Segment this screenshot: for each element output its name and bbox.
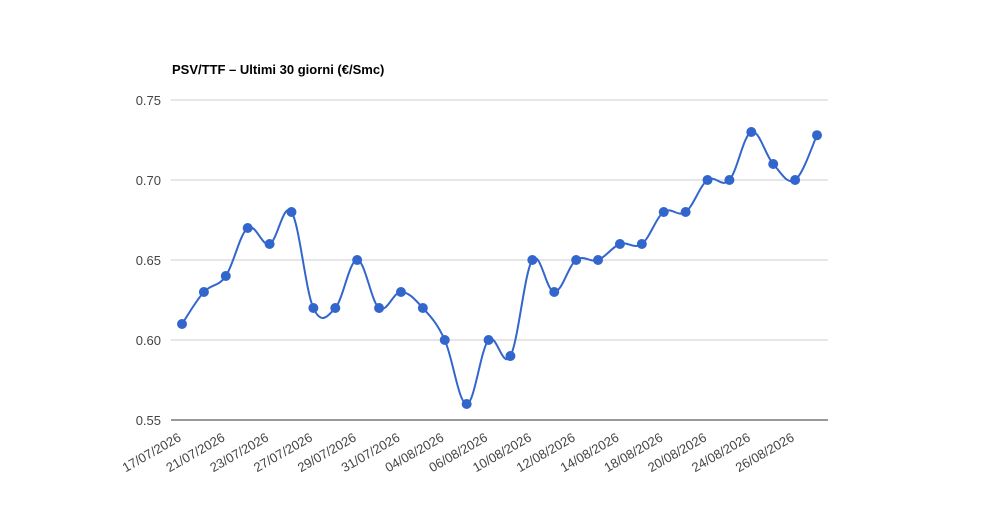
data-point xyxy=(571,255,582,265)
data-point xyxy=(527,255,538,265)
data-point xyxy=(746,127,757,137)
y-tick-label: 0.60 xyxy=(136,333,161,348)
data-point xyxy=(702,175,713,185)
data-point xyxy=(264,239,275,249)
data-point xyxy=(177,319,187,329)
y-tick-label: 0.75 xyxy=(136,93,161,108)
y-tick-label: 0.55 xyxy=(136,413,161,428)
data-point xyxy=(483,335,494,345)
data-point xyxy=(636,239,647,249)
data-point xyxy=(790,175,801,185)
data-point xyxy=(461,399,472,409)
data-point xyxy=(549,287,560,297)
data-point xyxy=(724,175,735,185)
y-tick-label: 0.70 xyxy=(136,173,161,188)
data-point xyxy=(374,303,385,313)
data-point xyxy=(812,130,822,141)
data-point xyxy=(242,223,253,233)
data-point xyxy=(308,303,319,313)
data-point xyxy=(220,271,231,281)
data-point xyxy=(395,287,406,297)
data-point xyxy=(198,287,209,297)
data-point xyxy=(286,207,297,217)
data-point xyxy=(505,351,516,361)
data-point xyxy=(352,255,363,265)
data-point xyxy=(330,303,341,313)
data-point xyxy=(658,207,669,217)
data-point xyxy=(439,335,450,345)
data-point xyxy=(680,207,691,217)
y-tick-label: 0.65 xyxy=(136,253,161,268)
data-point xyxy=(593,255,604,265)
data-point xyxy=(417,303,428,313)
data-line xyxy=(181,130,818,406)
data-point xyxy=(614,239,625,249)
data-point xyxy=(768,159,779,169)
chart-title: PSV/TTF – Ultimi 30 giorni (€/Smc) xyxy=(172,62,384,77)
